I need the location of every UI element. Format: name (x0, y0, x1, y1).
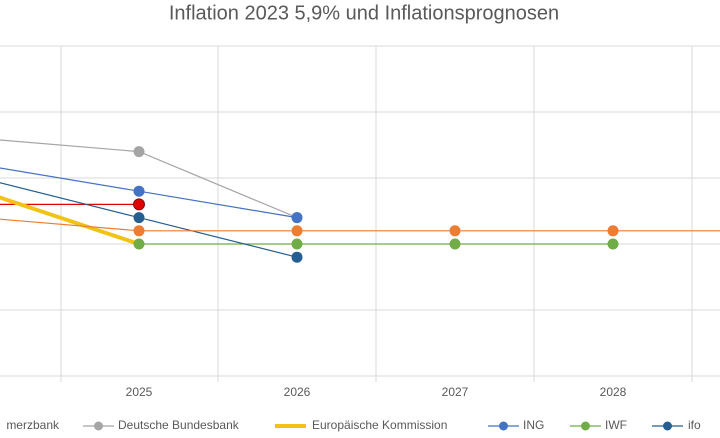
data-point (133, 212, 145, 224)
legend-marker (581, 421, 590, 431)
data-point (133, 238, 145, 250)
legend-marker (94, 421, 103, 431)
data-point (133, 146, 145, 158)
x-tick-label: 2025 (126, 385, 153, 399)
data-point (291, 212, 303, 224)
data-point (291, 225, 303, 237)
series-line (0, 182, 298, 258)
series-line (0, 195, 140, 246)
series-line (0, 167, 298, 219)
data-point (133, 185, 145, 197)
x-tick-label: 2028 (600, 385, 627, 399)
data-point (133, 225, 145, 237)
legend-label: IWF (605, 418, 627, 432)
legend-label: Europäische Kommission (312, 418, 447, 432)
data-point (291, 251, 303, 263)
legend-marker (499, 421, 508, 431)
data-point (291, 238, 303, 250)
legend-label: ifo (688, 418, 701, 432)
legend-label: merzbank (6, 418, 60, 432)
data-point (133, 198, 145, 211)
legend-label: Deutsche Bundesbank (118, 418, 240, 432)
x-tick-label: 2027 (442, 385, 469, 399)
data-point (449, 238, 461, 250)
data-point (607, 225, 619, 237)
chart-title: Inflation 2023 5,9% und Inflationsprogno… (169, 2, 559, 24)
legend-marker (663, 421, 672, 431)
category-boundaries (60, 46, 693, 382)
x-tick-label: 2026 (284, 385, 311, 399)
data-point (449, 225, 461, 237)
series-line (0, 218, 720, 232)
legend-label: ING (523, 418, 544, 432)
data-point (607, 238, 619, 250)
